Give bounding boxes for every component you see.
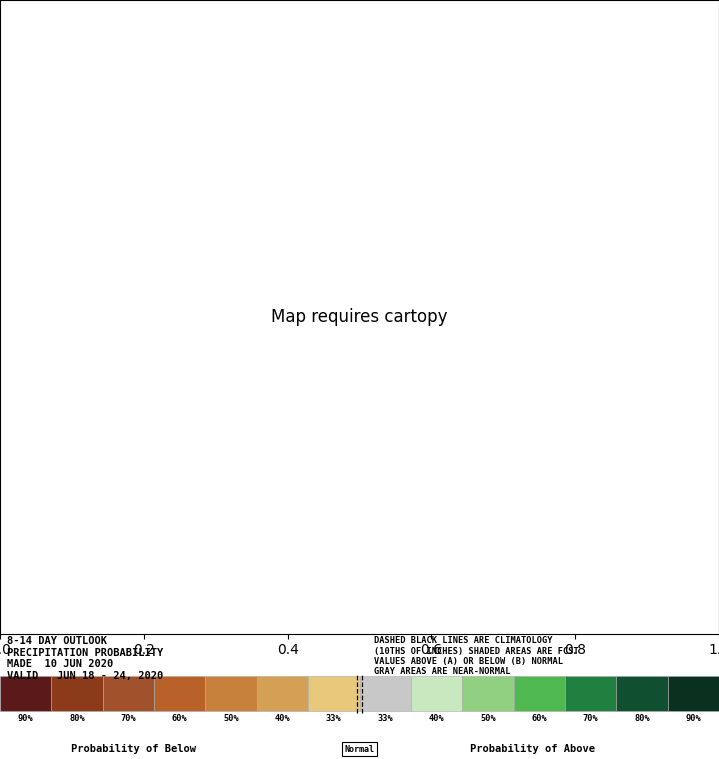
Text: 33%: 33% [326,714,342,723]
Text: Probability of Below: Probability of Below [70,744,196,754]
Bar [565,676,616,711]
Bar [0,676,51,711]
Text: 8-14 DAY OUTLOOK
PRECIPITATION PROBABILITY
MADE  10 JUN 2020
VALID   JUN 18 - 24: 8-14 DAY OUTLOOK PRECIPITATION PROBABILI… [7,636,163,681]
Text: 70%: 70% [121,714,137,723]
Bar [616,676,668,711]
Bar [103,676,154,711]
Bar [668,676,719,711]
Text: Probability of Above: Probability of Above [470,744,595,754]
Text: DASHED BLACK LINES ARE CLIMATOLOGY
(10THS OF INCHES) SHADED AREAS ARE FCST
VALUE: DASHED BLACK LINES ARE CLIMATOLOGY (10TH… [374,636,579,676]
Text: 60%: 60% [531,714,547,723]
Bar [360,676,411,711]
Bar [513,676,565,711]
Bar [462,676,513,711]
Text: 50%: 50% [223,714,239,723]
Text: 80%: 80% [69,714,85,723]
Text: 50%: 50% [480,714,496,723]
Text: 33%: 33% [377,714,393,723]
Text: 70%: 70% [582,714,598,723]
Text: 80%: 80% [634,714,650,723]
Bar [51,676,103,711]
Bar [411,676,462,711]
Bar [308,676,360,711]
Text: Normal: Normal [344,745,375,754]
Text: Map requires cartopy: Map requires cartopy [271,308,448,326]
Bar [154,676,206,711]
Text: 40%: 40% [429,714,444,723]
Bar [206,676,257,711]
Text: 60%: 60% [172,714,188,723]
Text: 90%: 90% [685,714,701,723]
Bar [257,676,308,711]
Text: 90%: 90% [18,714,34,723]
Text: 40%: 40% [275,714,290,723]
